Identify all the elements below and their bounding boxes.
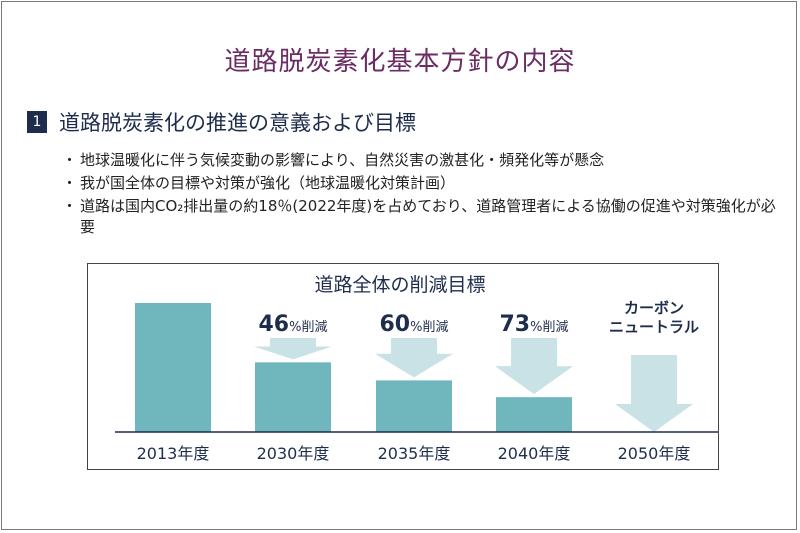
reduction-label: 46%削減 xyxy=(238,312,348,337)
carbon-neutral-line: ニュートラル xyxy=(608,318,699,336)
section-number-badge: 1 xyxy=(27,111,47,133)
bullet-text: 道路は国内CO₂排出量の約18％(2022年度)を占めており、道路管理者による協… xyxy=(80,197,776,236)
reduction-arrow xyxy=(495,338,573,395)
category-label: 2040年度 xyxy=(497,444,571,463)
bullet-list: ・地球温暖化に伴う気候変動の影響により、自然災害の激甚化・頻発化等が懸念 ・我が… xyxy=(62,150,782,240)
carbon-neutral-line: カーボン xyxy=(623,299,684,317)
category-label: 2013年度 xyxy=(136,444,210,463)
reduction-unit: %削減 xyxy=(530,320,569,335)
reduction-arrow xyxy=(615,355,693,432)
reduction-unit: %削減 xyxy=(289,320,328,335)
bullet-dot: ・ xyxy=(62,174,78,192)
category-label: 2030年度 xyxy=(256,444,330,463)
reduction-label: 60%削減 xyxy=(359,312,469,337)
chart-frame xyxy=(87,263,719,470)
reduction-number: 60 xyxy=(379,312,411,337)
category-label: 2050年度 xyxy=(617,444,691,463)
bar xyxy=(255,362,331,432)
reduction-arrow xyxy=(375,338,453,378)
reduction-unit: %削減 xyxy=(410,320,449,335)
reduction-label: 73%削減 xyxy=(479,312,589,337)
bullet-dot: ・ xyxy=(62,197,78,215)
chart-title: 道路全体の削減目標 xyxy=(314,274,486,296)
category-label: 2035年度 xyxy=(377,444,451,463)
bullet-item: ・道路は国内CO₂排出量の約18％(2022年度)を占めており、道路管理者による… xyxy=(62,196,782,238)
reduction-number: 73 xyxy=(499,312,531,337)
slide-title: 道路脱炭素化基本方針の内容 xyxy=(224,47,576,77)
bar xyxy=(376,380,452,432)
bar xyxy=(496,397,572,432)
bullet-text: 地球温暖化に伴う気候変動の影響により、自然災害の激甚化・頻発化等が懸念 xyxy=(80,151,605,169)
bar xyxy=(135,303,211,432)
bullet-item: ・我が国全体の目標や対策が強化（地球温暖化対策計画） xyxy=(62,173,782,194)
section-heading: 道路脱炭素化の推進の意義および目標 xyxy=(59,111,416,135)
reduction-arrow xyxy=(254,338,332,360)
reduction-number: 46 xyxy=(258,312,290,337)
carbon-neutral-label: カーボン ニュートラル xyxy=(594,299,714,337)
bullet-dot: ・ xyxy=(62,151,78,169)
bullet-text: 我が国全体の目標や対策が強化（地球温暖化対策計画） xyxy=(80,174,456,192)
bullet-item: ・地球温暖化に伴う気候変動の影響により、自然災害の激甚化・頻発化等が懸念 xyxy=(62,150,782,171)
